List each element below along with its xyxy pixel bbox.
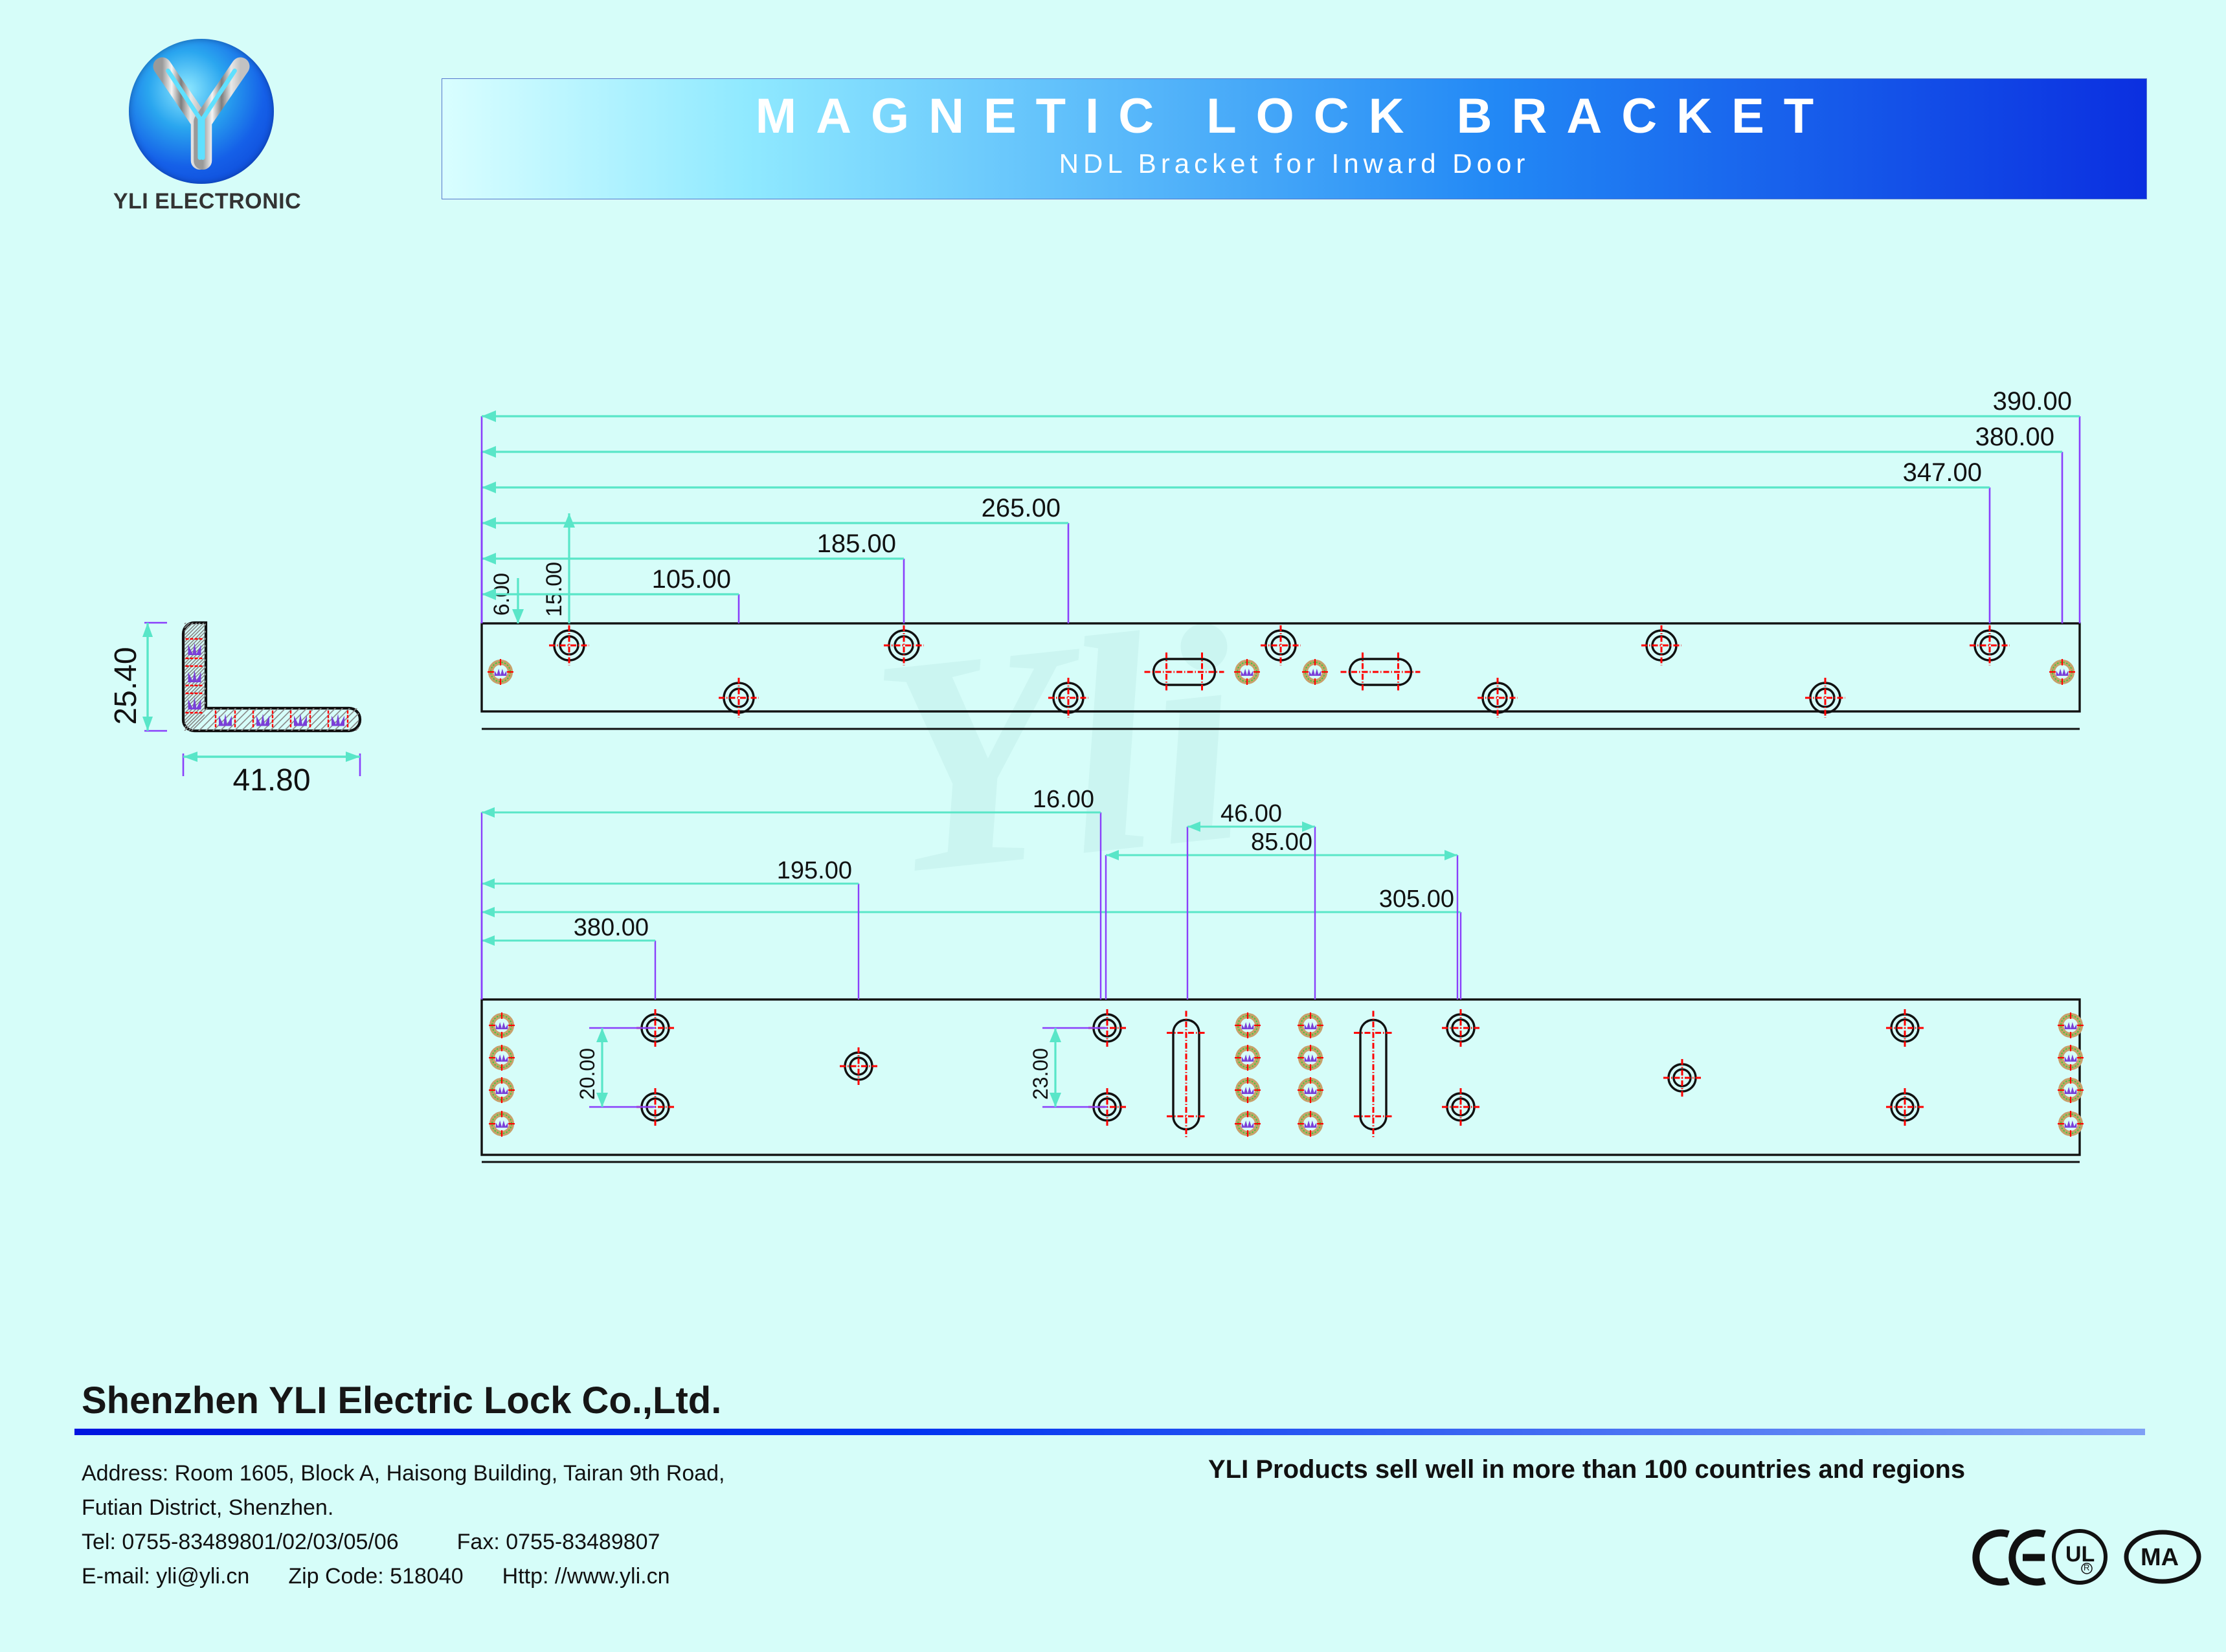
svg-text:105.00: 105.00 [652, 565, 731, 594]
svg-text:16.00: 16.00 [1033, 786, 1094, 813]
svg-text:305.00: 305.00 [1379, 886, 1454, 913]
svg-text:347.00: 347.00 [1903, 458, 1982, 487]
svg-text:20.00: 20.00 [576, 1048, 599, 1100]
svg-text:380.00: 380.00 [574, 914, 649, 941]
svg-text:390.00: 390.00 [1993, 387, 2072, 416]
svg-text:85.00: 85.00 [1251, 829, 1312, 856]
svg-text:265.00: 265.00 [982, 494, 1061, 522]
svg-text:195.00: 195.00 [777, 857, 852, 884]
svg-text:46.00: 46.00 [1220, 800, 1282, 827]
svg-text:185.00: 185.00 [817, 530, 896, 558]
svg-text:15.00: 15.00 [542, 562, 567, 617]
svg-text:380.00: 380.00 [1975, 423, 2054, 451]
svg-text:23.00: 23.00 [1029, 1048, 1052, 1100]
